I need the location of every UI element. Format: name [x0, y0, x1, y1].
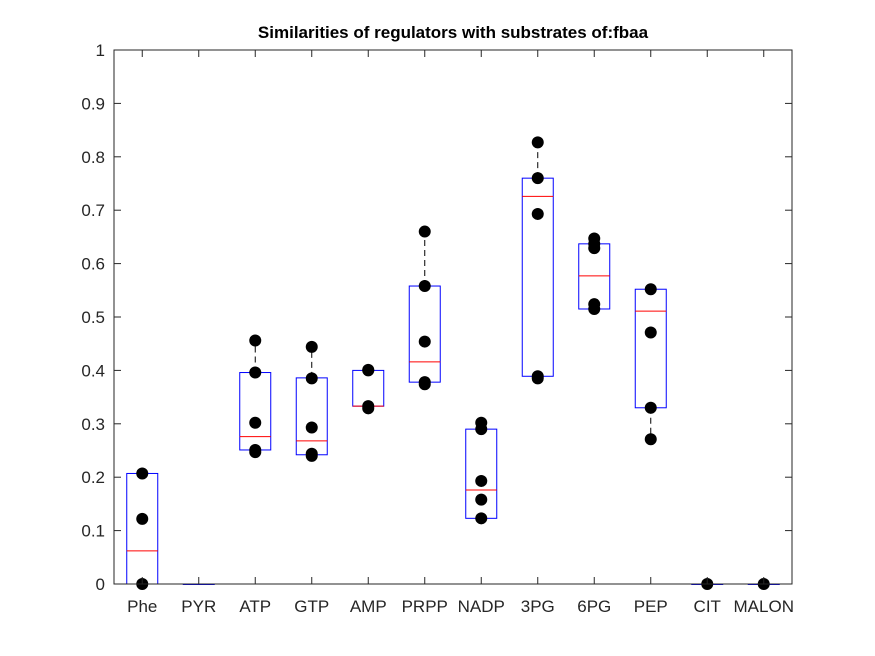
- data-point-amp: [362, 400, 375, 413]
- y-tick-label: 0.1: [81, 522, 105, 541]
- data-point-nadp: [475, 416, 488, 429]
- data-point-gtp: [305, 421, 318, 434]
- y-tick-label: 0.4: [81, 361, 105, 380]
- x-tick-label-malon: MALON: [734, 597, 794, 616]
- x-tick-label-atp: ATP: [239, 597, 271, 616]
- x-tick-label-pyr: PYR: [181, 597, 216, 616]
- data-point-3pg: [531, 172, 544, 185]
- data-point-pep: [644, 433, 657, 446]
- data-point-atp: [249, 416, 262, 429]
- axes: 0 0.1 0.2 0.3 0.4 0.5 0.6 0.7 0.8 0.9 1 Phe PYR ATP GT…: [81, 41, 794, 616]
- data-point-amp: [362, 363, 375, 376]
- data-point-pep: [644, 283, 657, 296]
- data-point-3pg: [531, 207, 544, 220]
- data-point-pep: [644, 401, 657, 414]
- data-point-3pg: [531, 136, 544, 149]
- data-point-nadp: [475, 512, 488, 525]
- y-tick-label: 0.2: [81, 468, 105, 487]
- data-point-6pg: [588, 232, 601, 245]
- y-tick-label: 0.3: [81, 415, 105, 434]
- x-tick-label-nadp: NADP: [458, 597, 505, 616]
- data-point-atp: [249, 334, 262, 347]
- data-point-pep: [644, 326, 657, 339]
- chart-title: Similarities of regulators with substrat…: [258, 23, 649, 42]
- y-tick-label: 1: [96, 41, 105, 60]
- data-point-prpp: [418, 225, 431, 238]
- data-point-phe: [136, 467, 149, 480]
- x-tick-label-amp: AMP: [350, 597, 387, 616]
- x-tick-label-3pg: 3PG: [521, 597, 555, 616]
- x-tick-label-phe: Phe: [127, 597, 157, 616]
- data-point-gtp: [305, 372, 318, 385]
- y-tick-label: 0.8: [81, 148, 105, 167]
- data-point-prpp: [418, 376, 431, 389]
- data-point-3pg: [531, 370, 544, 383]
- y-tick-label: 0.6: [81, 255, 105, 274]
- x-tick-label-cit: CIT: [694, 597, 721, 616]
- data-point-atp: [249, 443, 262, 456]
- data-point-atp: [249, 366, 262, 379]
- y-tick-label: 0.7: [81, 201, 105, 220]
- y-tick-label: 0.9: [81, 94, 105, 113]
- y-tick-label: 0: [96, 575, 105, 594]
- data-point-prpp: [418, 280, 431, 293]
- data-point-nadp: [475, 493, 488, 506]
- data-point-6pg: [588, 298, 601, 311]
- data-point-nadp: [475, 474, 488, 487]
- data-point-gtp: [305, 340, 318, 353]
- data-point-gtp: [305, 447, 318, 460]
- x-tick-label-6pg: 6PG: [577, 597, 611, 616]
- x-tick-label-prpp: PRPP: [402, 597, 448, 616]
- y-tick-label: 0.5: [81, 308, 105, 327]
- data-point-phe: [136, 512, 149, 525]
- x-tick-label-pep: PEP: [634, 597, 668, 616]
- x-tick-label-gtp: GTP: [294, 597, 329, 616]
- data-point-prpp: [418, 335, 431, 348]
